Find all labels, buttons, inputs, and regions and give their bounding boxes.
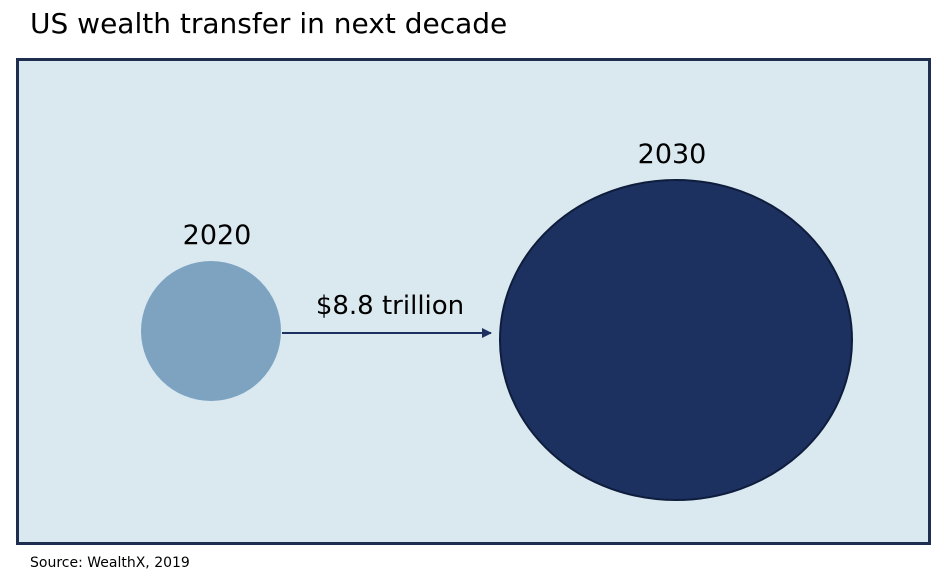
slide-title: US wealth transfer in next decade xyxy=(30,7,508,40)
label-2030: 2030 xyxy=(638,139,707,170)
circle-2030 xyxy=(499,179,853,501)
arrow-label: $8.8 trillion xyxy=(316,291,464,321)
circle-2020 xyxy=(141,261,281,401)
source-note: Source: WealthX, 2019 xyxy=(30,555,190,571)
label-2020: 2020 xyxy=(183,220,252,251)
